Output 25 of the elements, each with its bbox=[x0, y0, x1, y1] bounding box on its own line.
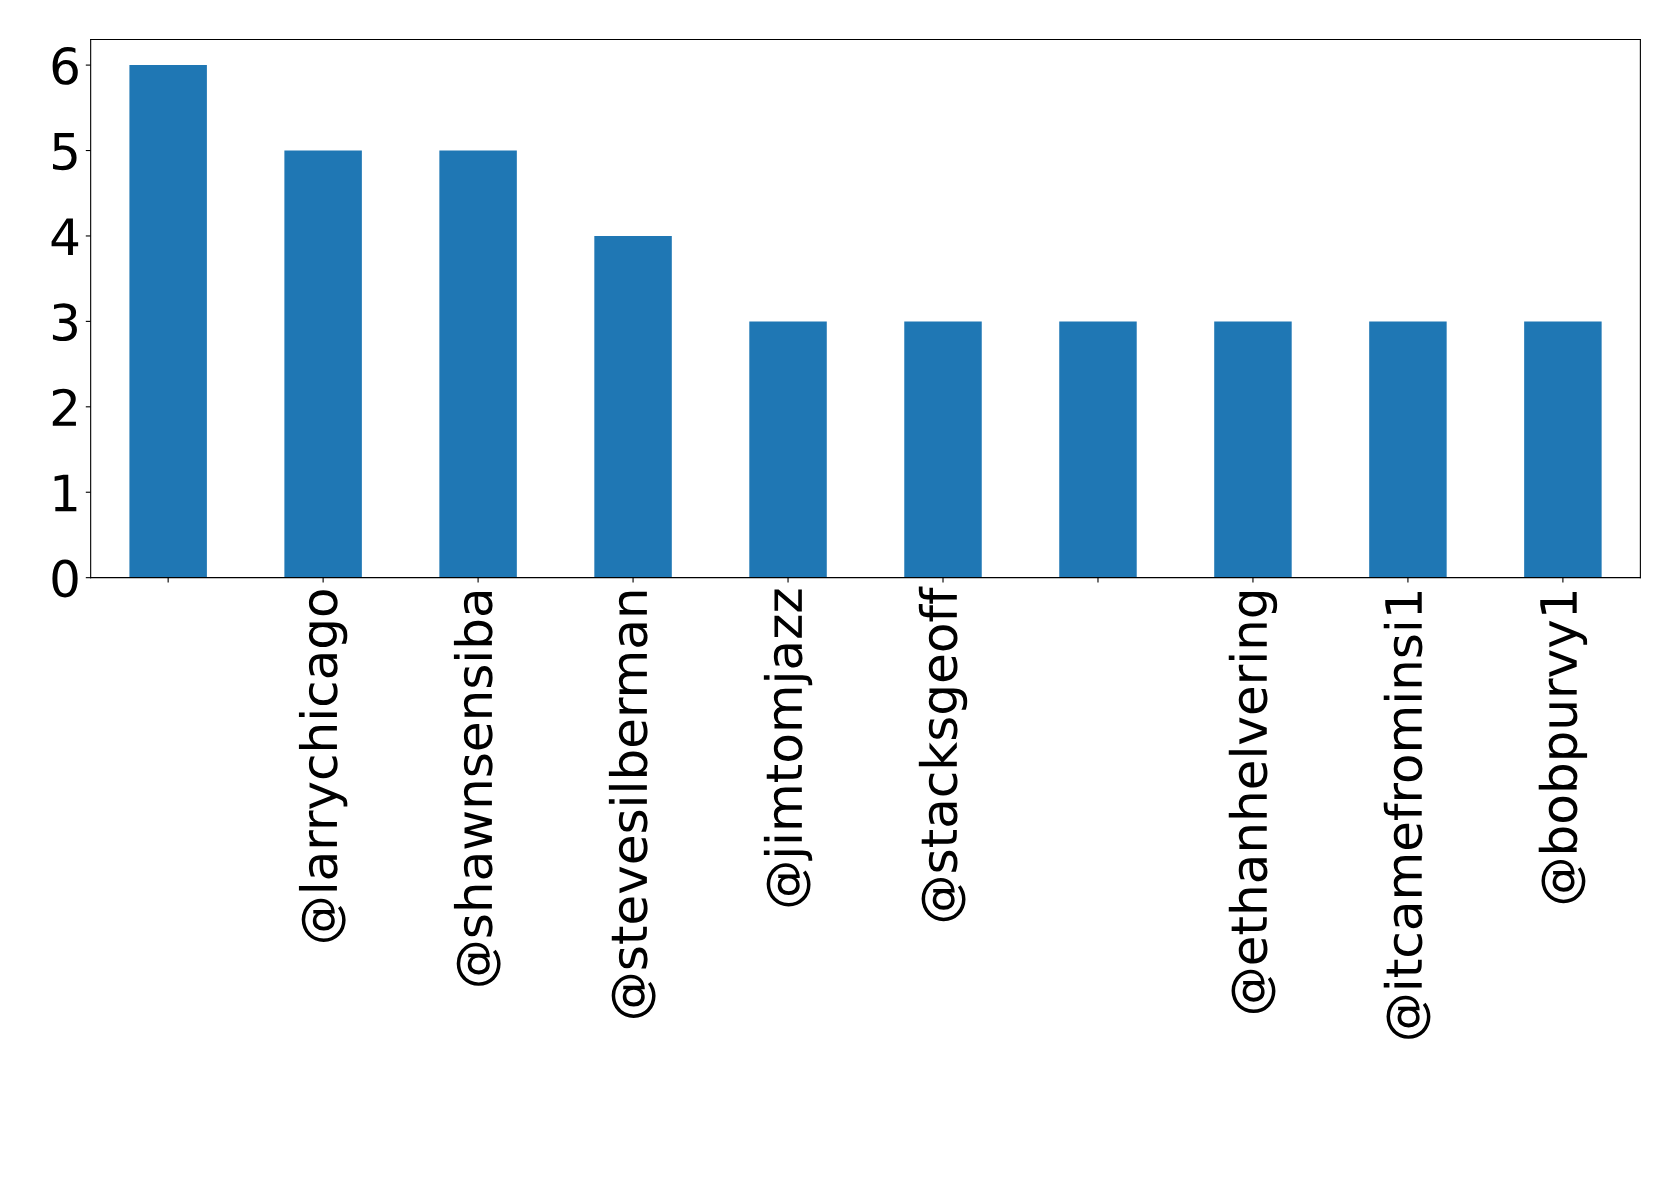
bar bbox=[749, 321, 827, 578]
y-tick-label: 1 bbox=[54, 474, 77, 512]
y-tick-label: 3 bbox=[52, 303, 77, 342]
bar bbox=[1369, 321, 1447, 578]
y-tick-label: 4 bbox=[51, 218, 79, 255]
x-tick-label: @bobpurvy1 bbox=[1538, 592, 1588, 904]
bar bbox=[1059, 321, 1137, 578]
bar bbox=[129, 65, 207, 578]
x-tick-label: @stacksgeoff bbox=[918, 586, 968, 922]
x-tick-label: @stevesilberman bbox=[608, 591, 656, 1018]
bar bbox=[439, 150, 517, 578]
x-tick-label: @shawnsensiba bbox=[453, 591, 501, 986]
bar bbox=[1214, 321, 1292, 578]
y-tick-label: 2 bbox=[52, 388, 76, 426]
y-tick-label: 5 bbox=[52, 133, 77, 171]
bar bbox=[1524, 321, 1602, 578]
bar bbox=[284, 150, 362, 578]
bar bbox=[594, 235, 672, 578]
bar bbox=[904, 321, 982, 578]
x-tick-label: @ethanhelvering bbox=[1228, 591, 1278, 1014]
y-tick-label: 6 bbox=[52, 46, 78, 85]
x-tick-label: @larrychicago bbox=[298, 590, 348, 942]
y-tick-label: 0 bbox=[52, 559, 78, 598]
x-tick-label: @itcamefrominsi1 bbox=[1383, 592, 1431, 1039]
x-tick-label: @jimtomjazz bbox=[763, 589, 813, 907]
